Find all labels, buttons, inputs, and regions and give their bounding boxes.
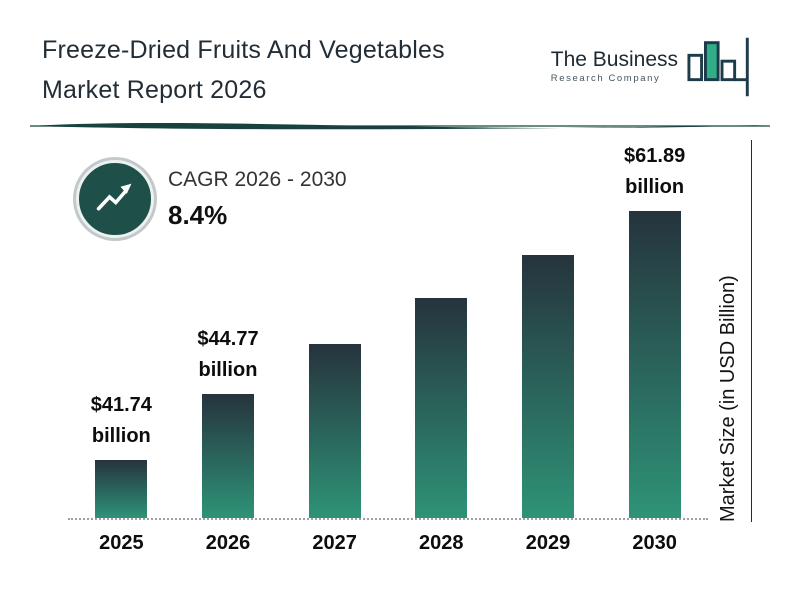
cagr-text-block: CAGR 2026 - 2030 8.4% (168, 168, 347, 231)
bars-row: $41.74 billion $44.77 billion $61.89 billion (68, 145, 708, 520)
x-tick-2030: 2030 (632, 532, 677, 554)
bar-chart-logo-icon (686, 34, 758, 105)
x-axis-ticks: 2025 2026 2027 2028 2029 2030 (68, 532, 708, 555)
bar-column-2025: $41.74 billion (68, 390, 174, 518)
bar-value-label-2030: $61.89 billion (624, 145, 686, 198)
page-title-line2: Market Report 2026 (42, 76, 267, 104)
y-axis-title: Market Size (in USD Billion) (717, 275, 739, 522)
bar-2028 (415, 298, 468, 518)
bar-column-2029 (495, 247, 601, 518)
x-tick-2027: 2027 (312, 532, 357, 554)
page-title-line1: Freeze-Dried Fruits And Vegetables (42, 36, 445, 64)
company-logo: The Business Research Company (551, 34, 758, 105)
bar-column-2028 (388, 290, 494, 518)
company-logo-text: The Business Research Company (551, 48, 678, 84)
bar-2026 (201, 394, 254, 518)
bar-2025 (95, 460, 148, 518)
cagr-period-label: CAGR 2026 - 2030 (168, 168, 347, 191)
bar-value-label-2025: $41.74 billion (90, 394, 152, 447)
bar-column-2027 (282, 336, 388, 518)
bar-2027 (308, 344, 361, 518)
y-axis-line (751, 140, 752, 522)
cagr-value: 8.4% (168, 200, 228, 230)
company-subname: Research Company (550, 73, 661, 85)
x-tick-2028: 2028 (419, 532, 464, 554)
bar-column-2026: $44.77 billion (175, 324, 281, 518)
x-tick-2029: 2029 (525, 532, 571, 554)
growth-arrow-icon (86, 168, 144, 231)
header-divider (28, 118, 772, 134)
x-tick-2025: 2025 (99, 532, 144, 554)
bar-2029 (521, 255, 574, 518)
cagr-badge (76, 160, 154, 238)
page-title: Freeze-Dried Fruits And Vegetables Marke… (42, 30, 445, 110)
x-tick-2026: 2026 (205, 532, 251, 554)
company-name: The Business (550, 48, 678, 71)
bar-column-2030: $61.89 billion (602, 141, 708, 518)
bar-value-label-2026: $44.77 billion (197, 328, 259, 381)
bar-2030 (628, 211, 681, 518)
